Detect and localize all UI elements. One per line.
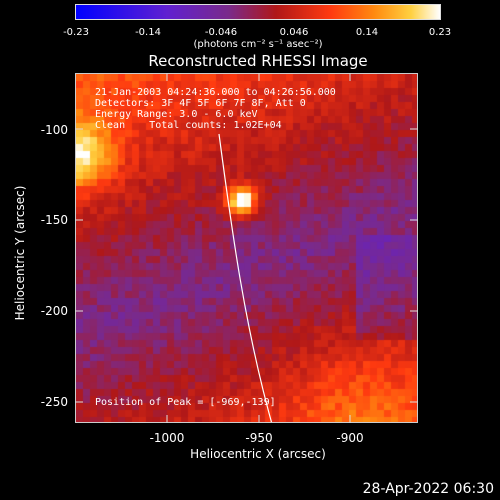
heatmap-image	[76, 74, 417, 422]
colorbar-tick-label: 0.14	[355, 27, 379, 38]
colorbar-tick-label: -0.046	[204, 27, 238, 38]
y-tick-label: -150	[40, 213, 68, 227]
y-tick-label: -100	[40, 123, 68, 137]
colorbar-unit-label: (photons cm⁻² s⁻¹ asec⁻²)	[193, 39, 323, 50]
solar-limb-line	[218, 133, 273, 422]
colorbar-tick-label: -0.14	[135, 27, 161, 38]
y-tick-label: -250	[40, 395, 68, 409]
y-tick-label: -200	[40, 304, 68, 318]
info-clean-counts: Clean Total counts: 1.02E+04	[95, 120, 282, 131]
info-energy-range: Energy Range: 3.0 - 6.0 keV	[95, 109, 258, 120]
colorbar-tick-label: -0.23	[63, 27, 89, 38]
x-tick-label: -900	[336, 431, 364, 445]
plot-timestamp: 28-Apr-2022 06:30	[362, 481, 494, 497]
info-time-range: 21-Jan-2003 04:24:36.000 to 04:26:56.000	[95, 87, 336, 98]
colorbar-tick-label: 0.046	[279, 27, 309, 38]
colorbar-tick-label: 0.23	[428, 27, 452, 38]
info-peak-position: Position of Peak = [-969,-139]	[95, 397, 276, 408]
colorbar-gradient	[75, 4, 441, 20]
chart-title: Reconstructed RHESSI Image	[148, 52, 368, 70]
y-axis-label: Heliocentric Y (arcsec)	[13, 185, 27, 321]
axis-tick-marks	[75, 73, 418, 423]
heatmap-plot-area	[75, 73, 418, 423]
x-axis-label: Heliocentric X (arcsec)	[190, 447, 326, 461]
x-tick-label: -950	[245, 431, 273, 445]
solar-limb-overlay	[218, 133, 273, 422]
x-tick-label: -1000	[149, 431, 185, 445]
info-detectors: Detectors: 3F 4F 5F 6F 7F 8F, Att 0	[95, 98, 306, 109]
